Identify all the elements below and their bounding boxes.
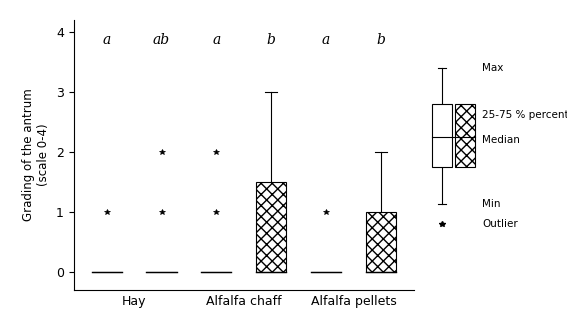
Bar — [366, 212, 396, 272]
Text: a: a — [212, 33, 221, 47]
Text: ab: ab — [153, 33, 170, 47]
Bar — [256, 182, 286, 272]
Text: Min: Min — [482, 199, 501, 209]
Bar — [432, 104, 452, 168]
Text: b: b — [267, 33, 276, 47]
Bar — [455, 104, 475, 168]
Text: Median: Median — [482, 135, 520, 145]
Text: Outlier: Outlier — [482, 219, 518, 229]
Text: b: b — [376, 33, 386, 47]
Y-axis label: Grading of the antrum
(scale 0-4): Grading of the antrum (scale 0-4) — [23, 89, 50, 221]
Text: a: a — [322, 33, 330, 47]
Text: a: a — [103, 33, 111, 47]
Text: 25-75 % percentile: 25-75 % percentile — [482, 110, 567, 120]
Text: Max: Max — [482, 63, 503, 73]
